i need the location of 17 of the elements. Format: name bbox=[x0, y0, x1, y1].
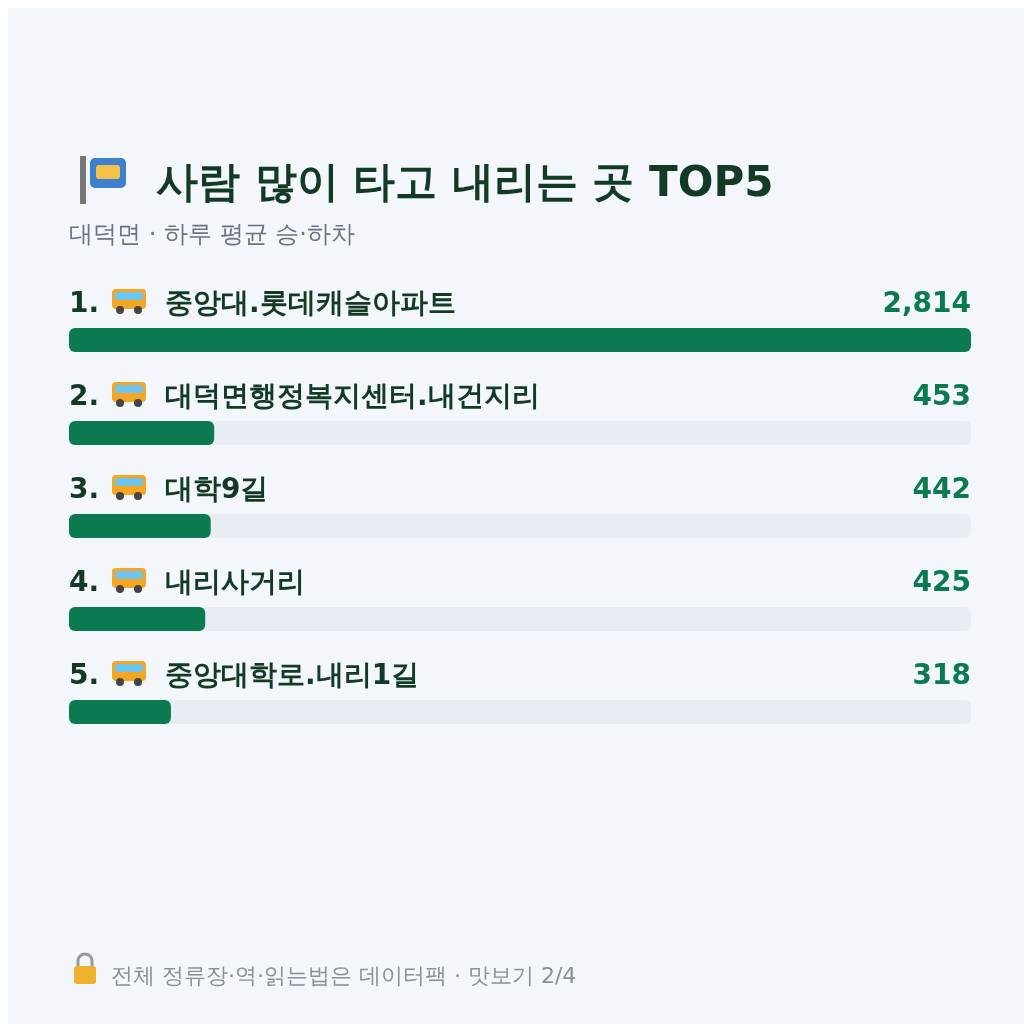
chart-subtitle: 대덕면 · 하루 평균 승·하차 bbox=[69, 220, 355, 248]
category-label: 5. 중앙대학로.내리1길 bbox=[69, 658, 420, 691]
data-label: 442 bbox=[912, 472, 971, 505]
bar bbox=[69, 607, 206, 631]
chart-title: 사람 많이 타고 내리는 곳 TOP5 bbox=[156, 157, 774, 206]
data-label: 2,814 bbox=[882, 286, 971, 319]
data-label: 453 bbox=[912, 379, 971, 412]
category-label: 2. 대덕면행정복지센터.내건지리 bbox=[69, 379, 540, 412]
bar bbox=[69, 700, 171, 724]
bar bbox=[69, 421, 215, 445]
text: 전체 정류장·역·읽는법은 데이터팩 · 맛보기 2/4 bbox=[111, 963, 577, 988]
category-label: 3. 대학9길 bbox=[69, 472, 269, 505]
category-label: 4. 내리사거리 bbox=[69, 565, 305, 598]
data-label: 318 bbox=[912, 658, 971, 691]
data-label: 425 bbox=[912, 565, 971, 598]
bar bbox=[69, 514, 211, 538]
category-label: 1. 중앙대.롯데캐슬아파트 bbox=[69, 286, 456, 319]
